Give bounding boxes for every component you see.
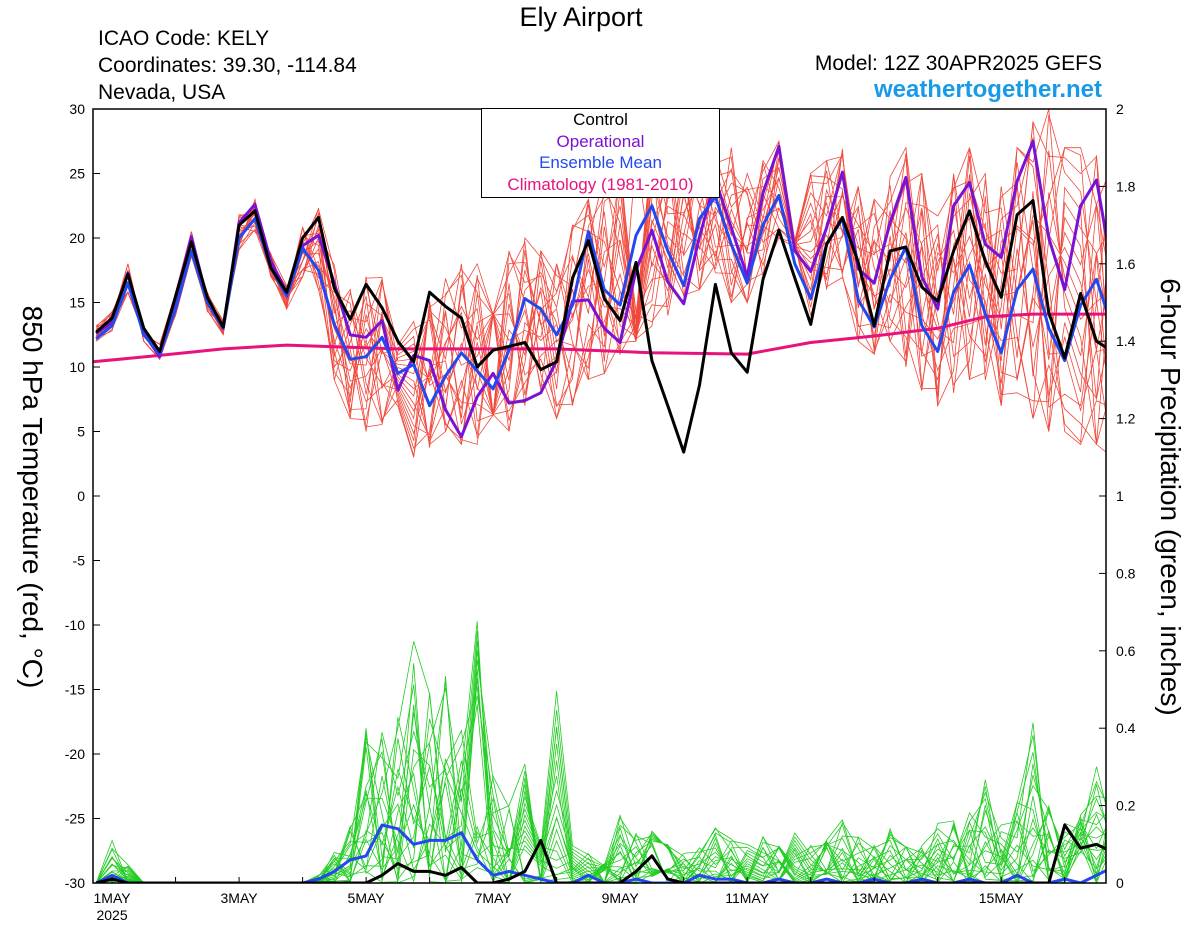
precip-member-line	[96, 631, 1106, 883]
y-left-tick-label: 20	[69, 230, 85, 246]
y-left-tick-label: -30	[65, 875, 85, 891]
legend-operational: Operational	[556, 131, 645, 151]
x-tick-label: 7MAY	[475, 890, 513, 906]
legend-control: Control	[573, 110, 628, 129]
precip-member-line	[95, 692, 1106, 883]
location: Nevada, USA	[98, 81, 226, 104]
website-link[interactable]: weathertogether.net	[873, 76, 1102, 103]
y-left-tick-label: 10	[69, 359, 85, 375]
y-right-tick-label: 1.8	[1116, 178, 1136, 194]
y-left-tick-label: 30	[69, 101, 85, 117]
x-tick-label: 9MAY	[602, 890, 640, 906]
y-right-tick-label: 0.6	[1116, 643, 1136, 659]
x-tick-label: 5MAY	[348, 890, 386, 906]
precip-member-line	[96, 738, 1106, 883]
y-right-tick-label: 1.2	[1116, 411, 1136, 427]
legend-climatology: Climatology (1981-2010)	[507, 174, 694, 194]
y-left-tick-label: 0	[77, 488, 85, 504]
y-left-tick-label: 5	[77, 424, 85, 440]
y-right-tick-label: 2	[1116, 101, 1124, 117]
coordinates: Coordinates: 39.30, -114.84	[98, 54, 357, 77]
precip-member-line	[95, 712, 1106, 883]
x-tick-sublabel: 2025	[96, 907, 127, 923]
y-left-tick-label: -15	[65, 682, 85, 698]
precip-member-line	[95, 718, 1106, 883]
x-tick-label: 3MAY	[221, 890, 259, 906]
y-right-tick-label: 0.2	[1116, 798, 1136, 814]
y-right-tick-label: 1	[1116, 488, 1124, 504]
y-right-tick-label: 1.4	[1116, 333, 1136, 349]
icao-code: ICAO Code: KELY	[98, 27, 270, 50]
y-left-tick-label: 15	[69, 295, 85, 311]
precip-member-line	[95, 621, 1106, 883]
chart-title: Ely Airport	[519, 2, 643, 32]
control-temp-line	[95, 199, 1106, 454]
y-left-tick-label: -5	[73, 553, 86, 569]
x-tick-label: 11MAY	[725, 890, 769, 906]
precip-member-line	[96, 659, 1106, 883]
y-right-tick-label: 0.8	[1116, 565, 1136, 581]
precip-member-line	[95, 650, 1106, 883]
x-tick-label: 1MAY	[94, 890, 132, 906]
chart-legend: Control Operational Ensemble Mean Climat…	[481, 108, 720, 198]
x-tick-label: 13MAY	[852, 890, 898, 906]
y-left-tick-label: -10	[65, 617, 85, 633]
x-tick-label: 15MAY	[979, 890, 1025, 906]
y-right-tick-label: 1.6	[1116, 256, 1136, 272]
precip-member-line	[95, 640, 1106, 883]
y-right-tick-label: 0	[1116, 875, 1124, 891]
model-run: Model: 12Z 30APR2025 GEFS	[814, 52, 1102, 75]
y-left-tick-label: -25	[65, 811, 85, 827]
operational-temp-line	[95, 139, 1106, 439]
y-left-tick-label: -20	[65, 746, 85, 762]
y-right-tick-label: 0.4	[1116, 720, 1136, 736]
precip-member-line	[95, 717, 1106, 883]
legend-ensemble-mean: Ensemble Mean	[539, 153, 662, 172]
y-left-tick-label: 25	[69, 166, 85, 182]
